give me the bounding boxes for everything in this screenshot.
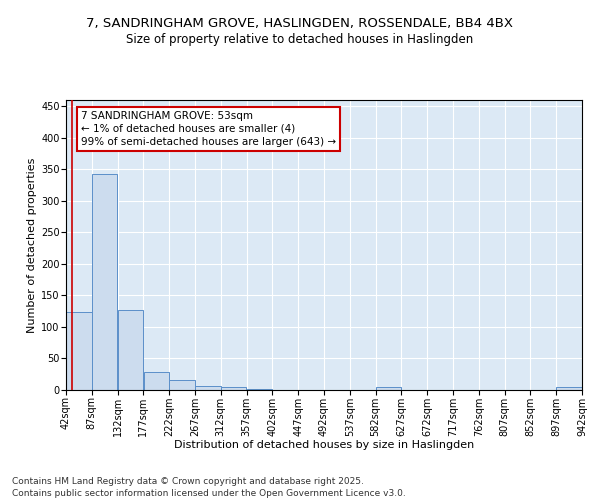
Bar <box>92 174 118 390</box>
Bar <box>118 310 143 390</box>
Bar <box>376 388 401 390</box>
Bar <box>169 380 195 390</box>
Bar <box>66 312 92 390</box>
Bar <box>221 387 247 390</box>
Text: 7, SANDRINGHAM GROVE, HASLINGDEN, ROSSENDALE, BB4 4BX: 7, SANDRINGHAM GROVE, HASLINGDEN, ROSSEN… <box>86 18 514 30</box>
Bar <box>247 388 272 390</box>
Text: 7 SANDRINGHAM GROVE: 53sqm
← 1% of detached houses are smaller (4)
99% of semi-d: 7 SANDRINGHAM GROVE: 53sqm ← 1% of detac… <box>81 110 336 147</box>
X-axis label: Distribution of detached houses by size in Haslingden: Distribution of detached houses by size … <box>174 440 474 450</box>
Text: Contains HM Land Registry data © Crown copyright and database right 2025.
Contai: Contains HM Land Registry data © Crown c… <box>12 476 406 498</box>
Bar <box>195 386 221 390</box>
Text: Size of property relative to detached houses in Haslingden: Size of property relative to detached ho… <box>127 32 473 46</box>
Y-axis label: Number of detached properties: Number of detached properties <box>27 158 37 332</box>
Bar <box>556 388 582 390</box>
Bar <box>143 372 169 390</box>
